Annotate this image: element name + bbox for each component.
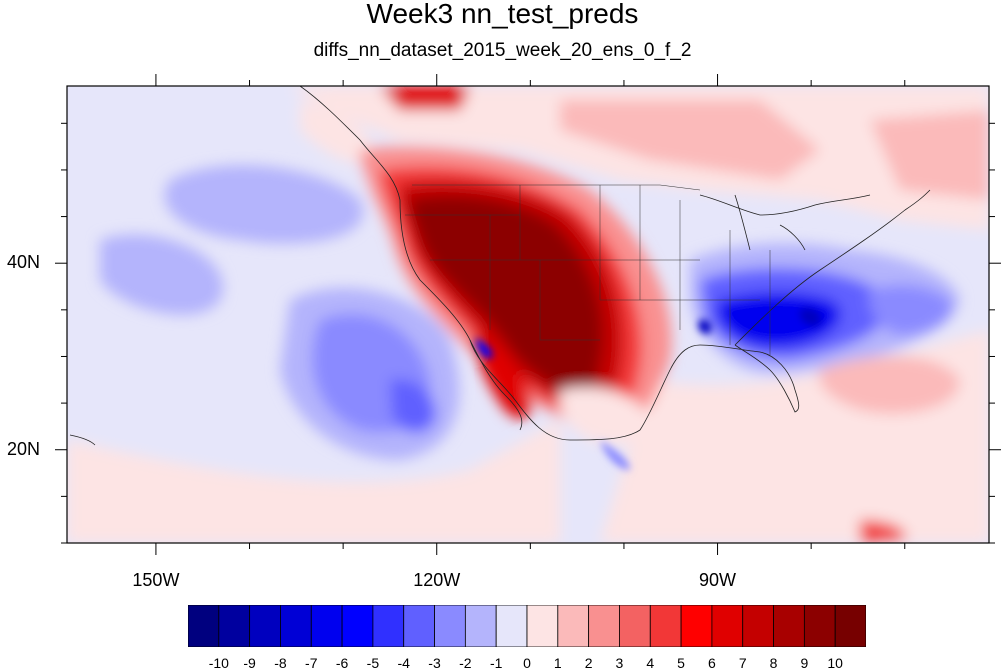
lon-label: 90W xyxy=(699,570,737,590)
colorbar-swatch xyxy=(434,605,466,647)
colorbar-label: 0 xyxy=(523,655,531,671)
colorbar-swatch xyxy=(711,605,744,647)
colorbar-label: 8 xyxy=(769,655,778,671)
colorbar-label: 9 xyxy=(800,655,809,671)
colorbar-label: -6 xyxy=(335,655,349,671)
colorbar-swatch xyxy=(249,605,281,647)
colorbar-swatch xyxy=(619,605,651,647)
colorbar-swatch xyxy=(188,605,220,647)
colorbar-swatch xyxy=(649,605,682,647)
colorbar-label: -9 xyxy=(243,655,256,671)
colorbar-swatch xyxy=(218,605,251,647)
colorbar-swatch xyxy=(526,605,559,647)
colorbar-swatch xyxy=(742,605,774,647)
colorbar-swatch xyxy=(372,605,405,647)
colorbar-label: -3 xyxy=(428,655,441,671)
colorbar-swatch xyxy=(803,605,836,647)
colorbar-swatch xyxy=(557,605,590,647)
lat-label: 40N xyxy=(6,252,40,273)
colorbar-label: 3 xyxy=(615,655,624,671)
colorbar-swatch xyxy=(403,605,435,647)
colorbar-label: -5 xyxy=(366,655,380,671)
colorbar-label: -1 xyxy=(489,655,503,671)
plot-frame xyxy=(66,85,990,544)
axis-ticks xyxy=(55,74,1001,555)
colorbar-label: -2 xyxy=(459,655,472,671)
colorbar-label: -4 xyxy=(397,655,410,671)
colorbar-label: 10 xyxy=(827,655,843,671)
colorbar-label: -7 xyxy=(305,655,318,671)
colorbar-swatch xyxy=(588,605,620,647)
colorbar-label: 6 xyxy=(708,655,716,671)
colorbar-label: 4 xyxy=(646,655,655,671)
colorbar-label: 5 xyxy=(677,655,685,671)
lon-label: 150W xyxy=(132,570,180,590)
colorbar-swatch xyxy=(680,605,713,647)
colorbar-label: 7 xyxy=(738,655,747,671)
colorbar-label: -10 xyxy=(208,655,229,671)
plot-subtitle: diffs_nn_dataset_2015_week_20_ens_0_f_2 xyxy=(313,40,692,61)
colorbar xyxy=(188,605,866,647)
plot-title: Week3 nn_test_preds xyxy=(366,0,639,29)
colorbar-swatch xyxy=(464,605,497,647)
lat-label: 20N xyxy=(6,438,40,459)
colorbar-label: 1 xyxy=(553,655,562,671)
colorbar-swatch xyxy=(341,605,374,647)
colorbar-label: -8 xyxy=(274,655,287,671)
colorbar-label: 2 xyxy=(584,655,593,671)
lon-label: 120W xyxy=(413,570,461,590)
colorbar-swatch xyxy=(834,605,866,647)
coastlines xyxy=(69,86,931,446)
colorbar-swatch xyxy=(310,605,343,647)
anomaly-field xyxy=(67,86,989,543)
colorbar-swatch xyxy=(495,605,528,647)
colorbar-swatch xyxy=(280,605,312,647)
colorbar-swatch xyxy=(773,605,805,647)
